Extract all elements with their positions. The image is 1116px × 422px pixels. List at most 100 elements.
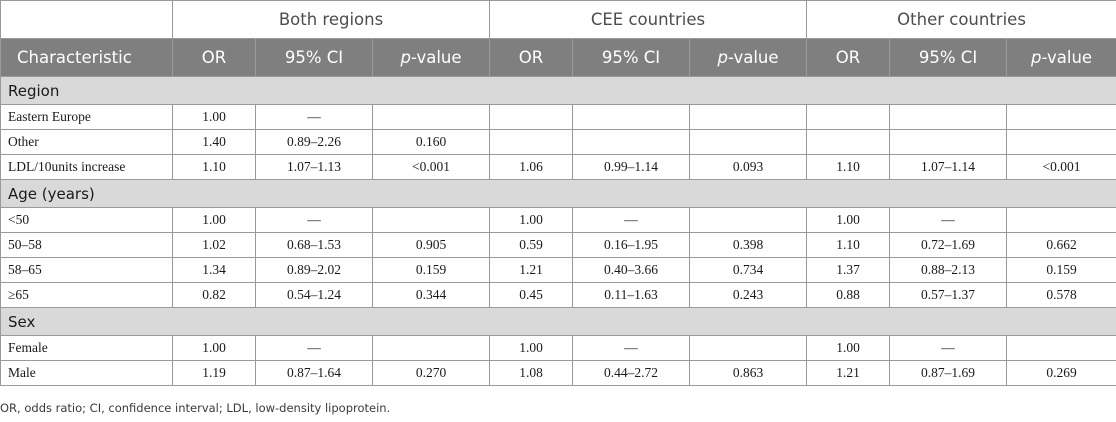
table-body: Region Eastern Europe 1.00— Other 1.40 0.89–2… <box>0 76 1116 386</box>
header-text: 95% CI <box>601 48 661 67</box>
cell-ci: 0.57–1.37 <box>889 282 1008 308</box>
cell-p-value: 0.160 <box>372 129 490 155</box>
cell-p-value <box>688 207 808 233</box>
cell-p-value <box>688 335 808 361</box>
cell-ci: 0.11–1.63 <box>572 282 690 308</box>
row-label: Male <box>0 360 173 386</box>
cell-or: 1.00 <box>489 207 573 233</box>
header-italic-text: p <box>400 48 411 67</box>
section-title: Age (years) <box>0 179 1116 208</box>
cell-p-value <box>1006 335 1116 361</box>
table-row: Other 1.40 0.89–2.26 0.160 <box>0 129 1116 155</box>
group-header-other-countries: Other countries <box>806 0 1116 39</box>
cell-p-value: 0.243 <box>688 282 808 308</box>
row-label: Other <box>0 129 173 155</box>
section-row: Region <box>0 76 1116 105</box>
cell-or: 1.02 <box>172 232 256 258</box>
header-text: OR <box>201 48 227 67</box>
section-row: Sex <box>0 307 1116 336</box>
cell-ci: 0.88–2.13 <box>889 257 1008 283</box>
table-row: 58–65 1.34 0.89–2.02 0.159 1.21 0.40–3.66 0.73… <box>0 257 1116 283</box>
header-text: OR <box>518 48 544 67</box>
column-header-row: Characteristic OR 95% CI p-value OR 95% CI p-… <box>0 38 1116 77</box>
row-label: LDL/10units increase <box>0 154 173 180</box>
cell-ci <box>572 104 690 130</box>
cell-p-value: 0.093 <box>688 154 808 180</box>
cell-or <box>489 129 573 155</box>
section-title: Sex <box>0 307 1116 336</box>
column-header-characteristic: Characteristic <box>0 38 173 77</box>
cell-p-value <box>688 104 808 130</box>
cell-p-value <box>1006 104 1116 130</box>
header-suffix-text: -value <box>727 48 779 67</box>
table-row: 50–58 1.02 0.68–1.53 0.905 0.59 0.16–1.95 0.39… <box>0 232 1116 258</box>
cell-or: 1.34 <box>172 257 256 283</box>
table-row: Female 1.00—1.00—1.00— <box>0 335 1116 361</box>
cell-ci: — <box>572 207 690 233</box>
group-header-both-regions: Both regions <box>172 0 490 39</box>
cell-ci <box>889 129 1008 155</box>
cell-or: 1.00 <box>172 207 256 233</box>
section-title: Region <box>0 76 1116 105</box>
odds-ratio-table: Both regions CEE countries Other countri… <box>0 0 1116 386</box>
cell-p-value: 0.270 <box>372 360 490 386</box>
header-text: 95% CI <box>284 48 344 67</box>
row-label: <50 <box>0 207 173 233</box>
group-header-row: Both regions CEE countries Other countri… <box>0 0 1116 39</box>
cell-p-value: 0.734 <box>688 257 808 283</box>
table-footnote: OR, odds ratio; CI, confidence interval;… <box>0 401 391 415</box>
cell-or: 1.06 <box>489 154 573 180</box>
cell-ci <box>889 104 1008 130</box>
empty-header-cell <box>0 0 173 39</box>
cell-ci: 0.40–3.66 <box>572 257 690 283</box>
cell-p-value: 0.398 <box>688 232 808 258</box>
cell-p-value: 0.578 <box>1006 282 1116 308</box>
cell-p-value <box>372 335 490 361</box>
row-label: Eastern Europe <box>0 104 173 130</box>
cell-ci: 0.87–1.69 <box>889 360 1008 386</box>
group-header-cee-countries: CEE countries <box>488 0 808 39</box>
row-label: ≥65 <box>0 282 173 308</box>
header-suffix-text: -value <box>1041 48 1093 67</box>
cell-p-value: 0.662 <box>1006 232 1116 258</box>
cell-ci: 0.99–1.14 <box>572 154 690 180</box>
cell-or: 1.40 <box>172 129 256 155</box>
cell-or: 1.10 <box>806 232 891 258</box>
cell-p-value: 0.159 <box>372 257 490 283</box>
column-header-p-value: p-value <box>1006 38 1116 77</box>
cell-ci: 1.07–1.14 <box>889 154 1008 180</box>
header-text: 95% CI <box>918 48 978 67</box>
cell-or: 1.00 <box>172 104 256 130</box>
table-row: ≥65 0.82 0.54–1.24 0.344 0.45 0.11–1.63 0.243 0… <box>0 282 1116 308</box>
column-header-or: OR <box>172 38 256 77</box>
table-row: Male 1.19 0.87–1.64 0.270 1.08 0.44–2.72 0.863… <box>0 360 1116 386</box>
header-italic-text: p <box>1031 48 1042 67</box>
header-italic-text: p <box>717 48 728 67</box>
cell-p-value: 0.344 <box>372 282 490 308</box>
column-header-ci: 95% CI <box>572 38 690 77</box>
cell-or: 0.88 <box>806 282 891 308</box>
cell-or: 1.00 <box>806 335 891 361</box>
table-row: Eastern Europe 1.00— <box>0 104 1116 130</box>
cell-or: 0.59 <box>489 232 573 258</box>
cell-or: 1.00 <box>806 207 891 233</box>
row-label: Female <box>0 335 173 361</box>
cell-p-value: 0.863 <box>688 360 808 386</box>
table-row: <50 1.00—1.00—1.00— <box>0 207 1116 233</box>
column-header-p-value: p-value <box>688 38 808 77</box>
cell-ci <box>572 129 690 155</box>
cell-ci: 0.89–2.02 <box>255 257 373 283</box>
cell-ci: — <box>255 207 373 233</box>
cell-ci: — <box>572 335 690 361</box>
row-label: 50–58 <box>0 232 173 258</box>
cell-ci: 0.68–1.53 <box>255 232 373 258</box>
cell-or: 1.00 <box>489 335 573 361</box>
cell-p-value <box>372 207 490 233</box>
cell-or: 1.10 <box>806 154 891 180</box>
cell-ci: 1.07–1.13 <box>255 154 373 180</box>
cell-or: 1.00 <box>172 335 256 361</box>
cell-p-value: 0.159 <box>1006 257 1116 283</box>
cell-p-value: <0.001 <box>372 154 490 180</box>
cell-ci: 0.44–2.72 <box>572 360 690 386</box>
header-text: OR <box>835 48 861 67</box>
